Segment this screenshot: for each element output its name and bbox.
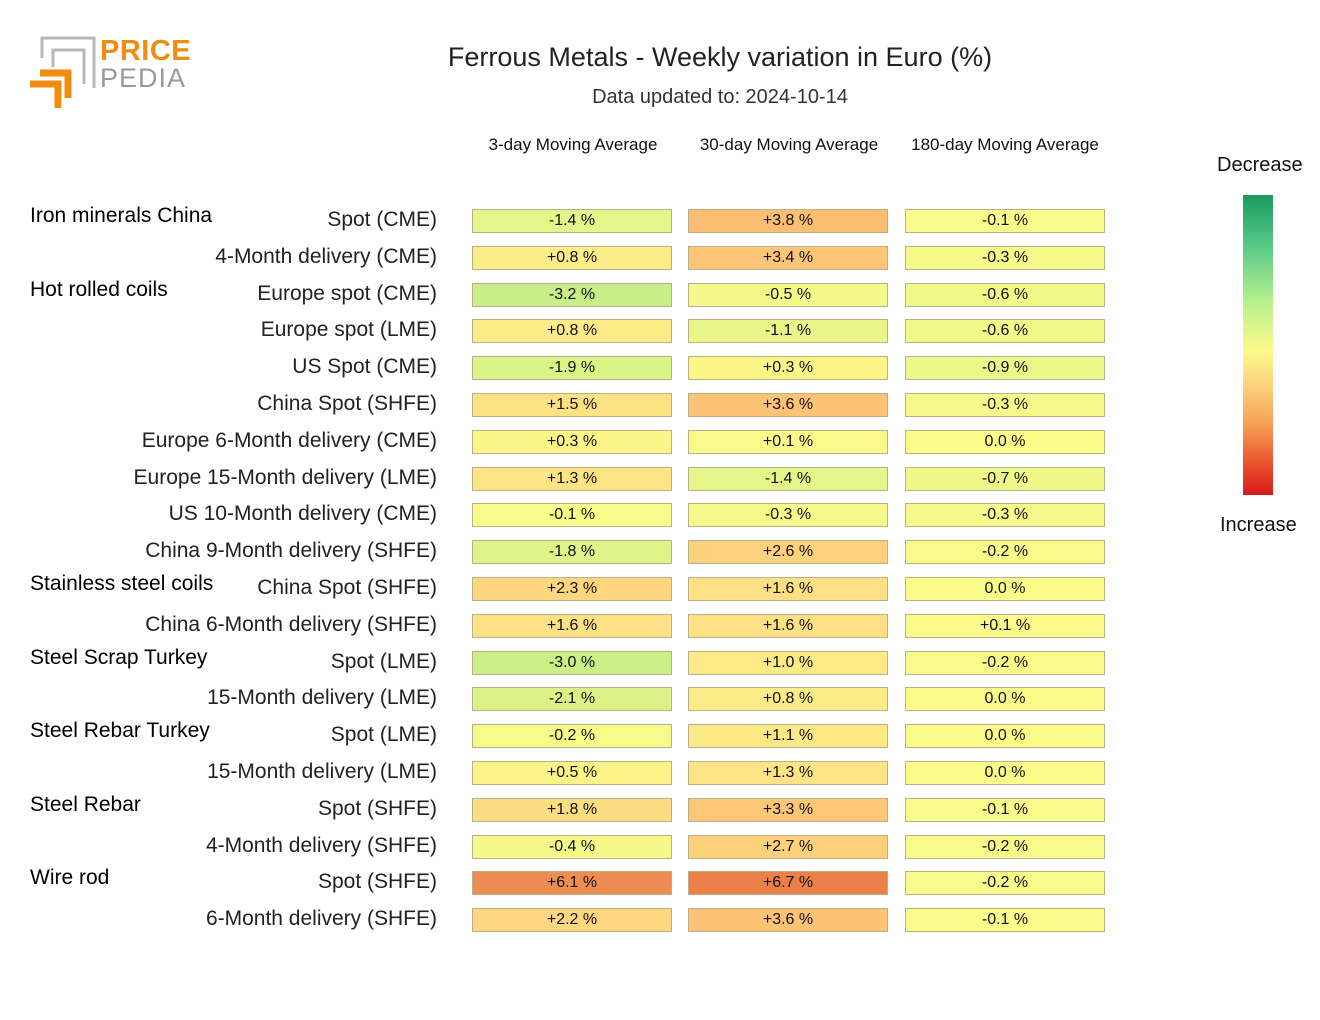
row-label: 4-Month delivery (SHFE) xyxy=(205,833,437,857)
heatmap-cell: -0.3 % xyxy=(905,503,1105,528)
heatmap-cell: +1.6 % xyxy=(688,613,888,638)
heatmap-cell: -1.4 % xyxy=(472,209,672,233)
color-scale-bar xyxy=(1243,195,1273,495)
heatmap-cell: -0.2 % xyxy=(905,540,1105,565)
heatmap-cell: -3.2 % xyxy=(472,282,672,307)
row-label: China Spot (SHFE) xyxy=(257,392,437,415)
group-label: Wire rod xyxy=(30,866,110,890)
heatmap-cell: +2.2 % xyxy=(472,908,672,933)
heatmap-cell: +1.3 % xyxy=(472,466,672,491)
heatmap-cell: -0.2 % xyxy=(905,650,1105,675)
heatmap-cell: -0.3 % xyxy=(688,503,888,528)
pricepedia-logo: PRICE PEDIA xyxy=(28,35,192,116)
heatmap-cell: -0.7 % xyxy=(905,466,1105,491)
heatmap-cell: +0.3 % xyxy=(472,429,672,454)
heatmap-cell: -0.3 % xyxy=(905,245,1105,270)
heatmap-cell: +1.0 % xyxy=(688,650,888,675)
heatmap-cell: 0.0 % xyxy=(905,761,1105,785)
heatmap-cell: +1.1 % xyxy=(688,724,888,749)
logo-mark-icon xyxy=(30,36,96,108)
heatmap-cell: +0.8 % xyxy=(472,245,672,270)
heatmap-cell: +3.6 % xyxy=(688,393,888,417)
row-label: US Spot (CME) xyxy=(292,355,437,379)
heatmap-cell: +2.6 % xyxy=(688,540,888,565)
heatmap-cell: -1.9 % xyxy=(472,356,672,381)
group-label: Steel Scrap Turkey xyxy=(30,645,208,669)
heatmap-cell: +3.6 % xyxy=(688,908,888,933)
heatmap-cell: +2.7 % xyxy=(688,834,888,859)
group-label: Steel Rebar Turkey xyxy=(30,719,210,743)
heatmap-cell: +0.8 % xyxy=(472,319,672,344)
heatmap-cell: -3.0 % xyxy=(472,650,672,675)
row-label: Europe spot (LME) xyxy=(260,318,437,342)
heatmap-cell: +1.6 % xyxy=(688,577,888,601)
row-label: Spot (CME) xyxy=(327,208,437,231)
heatmap-cell: +1.5 % xyxy=(472,393,672,417)
column-header-3day: 3-day Moving Average xyxy=(488,135,658,154)
heatmap-cell: +0.1 % xyxy=(688,429,888,454)
legend-increase-label: Increase xyxy=(1220,514,1297,536)
heatmap-cell: -0.2 % xyxy=(472,724,672,749)
row-label: US 10-Month delivery (CME) xyxy=(168,502,437,526)
chart-subtitle: Data updated to: 2024-10-14 xyxy=(592,86,848,108)
row-label: Spot (LME) xyxy=(330,723,437,747)
heatmap-cell: 0.0 % xyxy=(905,429,1105,454)
logo-text-pedia: PEDIA xyxy=(100,63,187,93)
heatmap-cell: 0.0 % xyxy=(905,687,1105,712)
row-label: China 9-Month delivery (SHFE) xyxy=(145,539,437,563)
heatmap-cell: -0.2 % xyxy=(905,834,1105,859)
heatmap-cell: +1.6 % xyxy=(472,613,672,638)
row-label: Spot (LME) xyxy=(330,649,437,673)
heatmap-cell: -0.6 % xyxy=(905,282,1105,307)
heatmap-cell: +1.8 % xyxy=(472,797,672,822)
row-label: 15-Month delivery (LME) xyxy=(207,760,437,783)
heatmap-cell: -0.5 % xyxy=(688,282,888,307)
group-label: Steel Rebar xyxy=(30,792,141,816)
row-label: 4-Month delivery (CME) xyxy=(215,244,437,268)
heatmap-cell: +3.4 % xyxy=(688,245,888,270)
heatmap-cell: 0.0 % xyxy=(905,724,1105,749)
legend-decrease-label: Decrease xyxy=(1217,154,1303,176)
row-label: Europe 6-Month delivery (CME) xyxy=(141,428,437,452)
row-label: Spot (SHFE) xyxy=(317,870,437,894)
heatmap-cell: +6.1 % xyxy=(472,871,672,896)
heatmap-cell: -1.1 % xyxy=(688,319,888,344)
heatmap-cell: -0.1 % xyxy=(905,908,1105,933)
heatmap-cell: -0.1 % xyxy=(905,209,1105,233)
heatmap-cell: -0.4 % xyxy=(472,834,672,859)
heatmap-cell: +2.3 % xyxy=(472,577,672,601)
heatmap-cell: -0.2 % xyxy=(905,871,1105,896)
heatmap-cell: -0.9 % xyxy=(905,356,1105,381)
row-label: Europe spot (CME) xyxy=(257,281,437,305)
row-label: China Spot (SHFE) xyxy=(257,576,437,599)
heatmap-cell: +1.3 % xyxy=(688,761,888,785)
row-label: Europe 15-Month delivery (LME) xyxy=(133,465,437,489)
heatmap-cell: -0.6 % xyxy=(905,319,1105,344)
group-label: Stainless steel coils xyxy=(30,572,214,595)
column-header-30day: 30-day Moving Average xyxy=(699,135,879,154)
heatmap-cell: +0.5 % xyxy=(472,761,672,785)
group-label: Hot rolled coils xyxy=(30,277,168,301)
chart-title: Ferrous Metals - Weekly variation in Eur… xyxy=(447,42,993,72)
heatmap-cell: +0.3 % xyxy=(688,356,888,381)
heatmap-cell: -0.3 % xyxy=(905,393,1105,417)
heatmap-cell: +0.8 % xyxy=(688,687,888,712)
heatmap-cell: +3.3 % xyxy=(688,797,888,822)
column-header-180day: 180-day Moving Average xyxy=(911,135,1099,154)
row-label: 15-Month delivery (LME) xyxy=(207,686,437,710)
heatmap-cell: -0.1 % xyxy=(905,797,1105,822)
row-label: China 6-Month delivery (SHFE) xyxy=(145,612,437,636)
row-label: 6-Month delivery (SHFE) xyxy=(205,907,437,931)
heatmap-cell: +6.7 % xyxy=(688,871,888,896)
heatmap-cell: +0.1 % xyxy=(905,613,1105,638)
heatmap-cell: 0.0 % xyxy=(905,577,1105,601)
heatmap-cell: -1.4 % xyxy=(688,466,888,491)
heatmap-cell: -0.1 % xyxy=(472,503,672,528)
heatmap-cell: -2.1 % xyxy=(472,687,672,712)
logo-text-price: PRICE xyxy=(100,35,192,67)
group-label: Iron minerals China xyxy=(30,204,213,227)
heatmap-cell: -1.8 % xyxy=(472,540,672,565)
row-label: Spot (SHFE) xyxy=(317,796,437,820)
heatmap-cell: +3.8 % xyxy=(688,209,888,233)
